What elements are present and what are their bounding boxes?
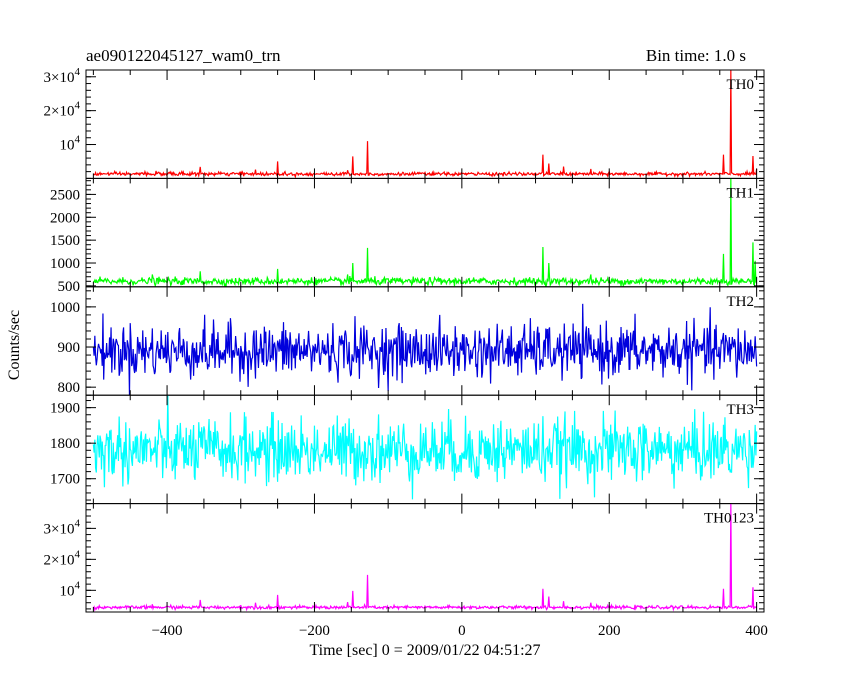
x-axis: −400 −200 0 200 400 [152, 623, 768, 639]
panel-th0123: 104 2×104 3×104 TH0123 [44, 503, 765, 613]
panel-label-th0123: TH0123 [704, 511, 754, 527]
panel-th1: 500 1000 1500 2000 2500 TH1 [50, 177, 765, 295]
y-tick-label: 1000 [50, 256, 80, 272]
plot-title: ae090122045127_wam0_trn [86, 46, 281, 65]
series-th1-line [92, 178, 758, 287]
panels-group: 104 2×104 3×104 TH0 500 1000 1500 2000 2500 TH1 80… [44, 66, 765, 613]
panel-th0: 104 2×104 3×104 TH0 [44, 66, 765, 179]
y-tick-label: 900 [58, 340, 81, 356]
panel-th2: 800 900 1000 TH2 [50, 286, 765, 396]
x-axis-title: Time [sec] 0 = 2009/01/22 04:51:27 [309, 642, 540, 659]
panel-frame [85, 503, 765, 613]
panel-frame [85, 177, 765, 288]
x-tick-label: −400 [152, 623, 183, 639]
panel-frame [85, 69, 765, 179]
panel-label-th1: TH1 [727, 185, 755, 201]
y-tick-label: 2000 [50, 210, 80, 226]
y-tick-label: 2500 [50, 187, 80, 203]
y-tick-label: 104 [60, 579, 81, 599]
y-tick-label: 1000 [50, 300, 80, 316]
y-tick-label: 2×104 [44, 548, 81, 568]
y-tick-label: 500 [58, 279, 81, 295]
y-tick-label: 104 [60, 134, 81, 154]
panel-th3: 1700 1800 1900 TH3 [50, 394, 765, 505]
bin-time-label: Bin time: 1.0 s [646, 46, 746, 65]
series-th0123-line [92, 503, 758, 612]
y-tick-label: 1800 [50, 436, 80, 452]
series-th2-line [92, 303, 758, 396]
y-axis-title: Counts/sec [6, 310, 23, 380]
y-tick-label: 1700 [50, 472, 80, 488]
panel-label-th2: TH2 [727, 294, 755, 310]
series-th3-line [92, 395, 758, 500]
x-tick-label: 0 [458, 623, 466, 639]
y-tick-label: 2×104 [44, 100, 81, 120]
y-tick-label: 1900 [50, 401, 80, 417]
y-tick-label: 1500 [50, 233, 80, 249]
x-tick-label: 200 [598, 623, 621, 639]
x-tick-label: 400 [745, 623, 768, 639]
series-th0-line [93, 70, 758, 179]
y-tick-label: 3×104 [44, 66, 81, 86]
x-tick-label: −200 [299, 623, 330, 639]
y-tick-label: 800 [58, 380, 81, 396]
y-tick-label: 3×104 [44, 517, 81, 537]
panel-frame [85, 286, 765, 396]
panel-label-th3: TH3 [727, 402, 755, 418]
panel-label-th0: TH0 [727, 77, 755, 93]
